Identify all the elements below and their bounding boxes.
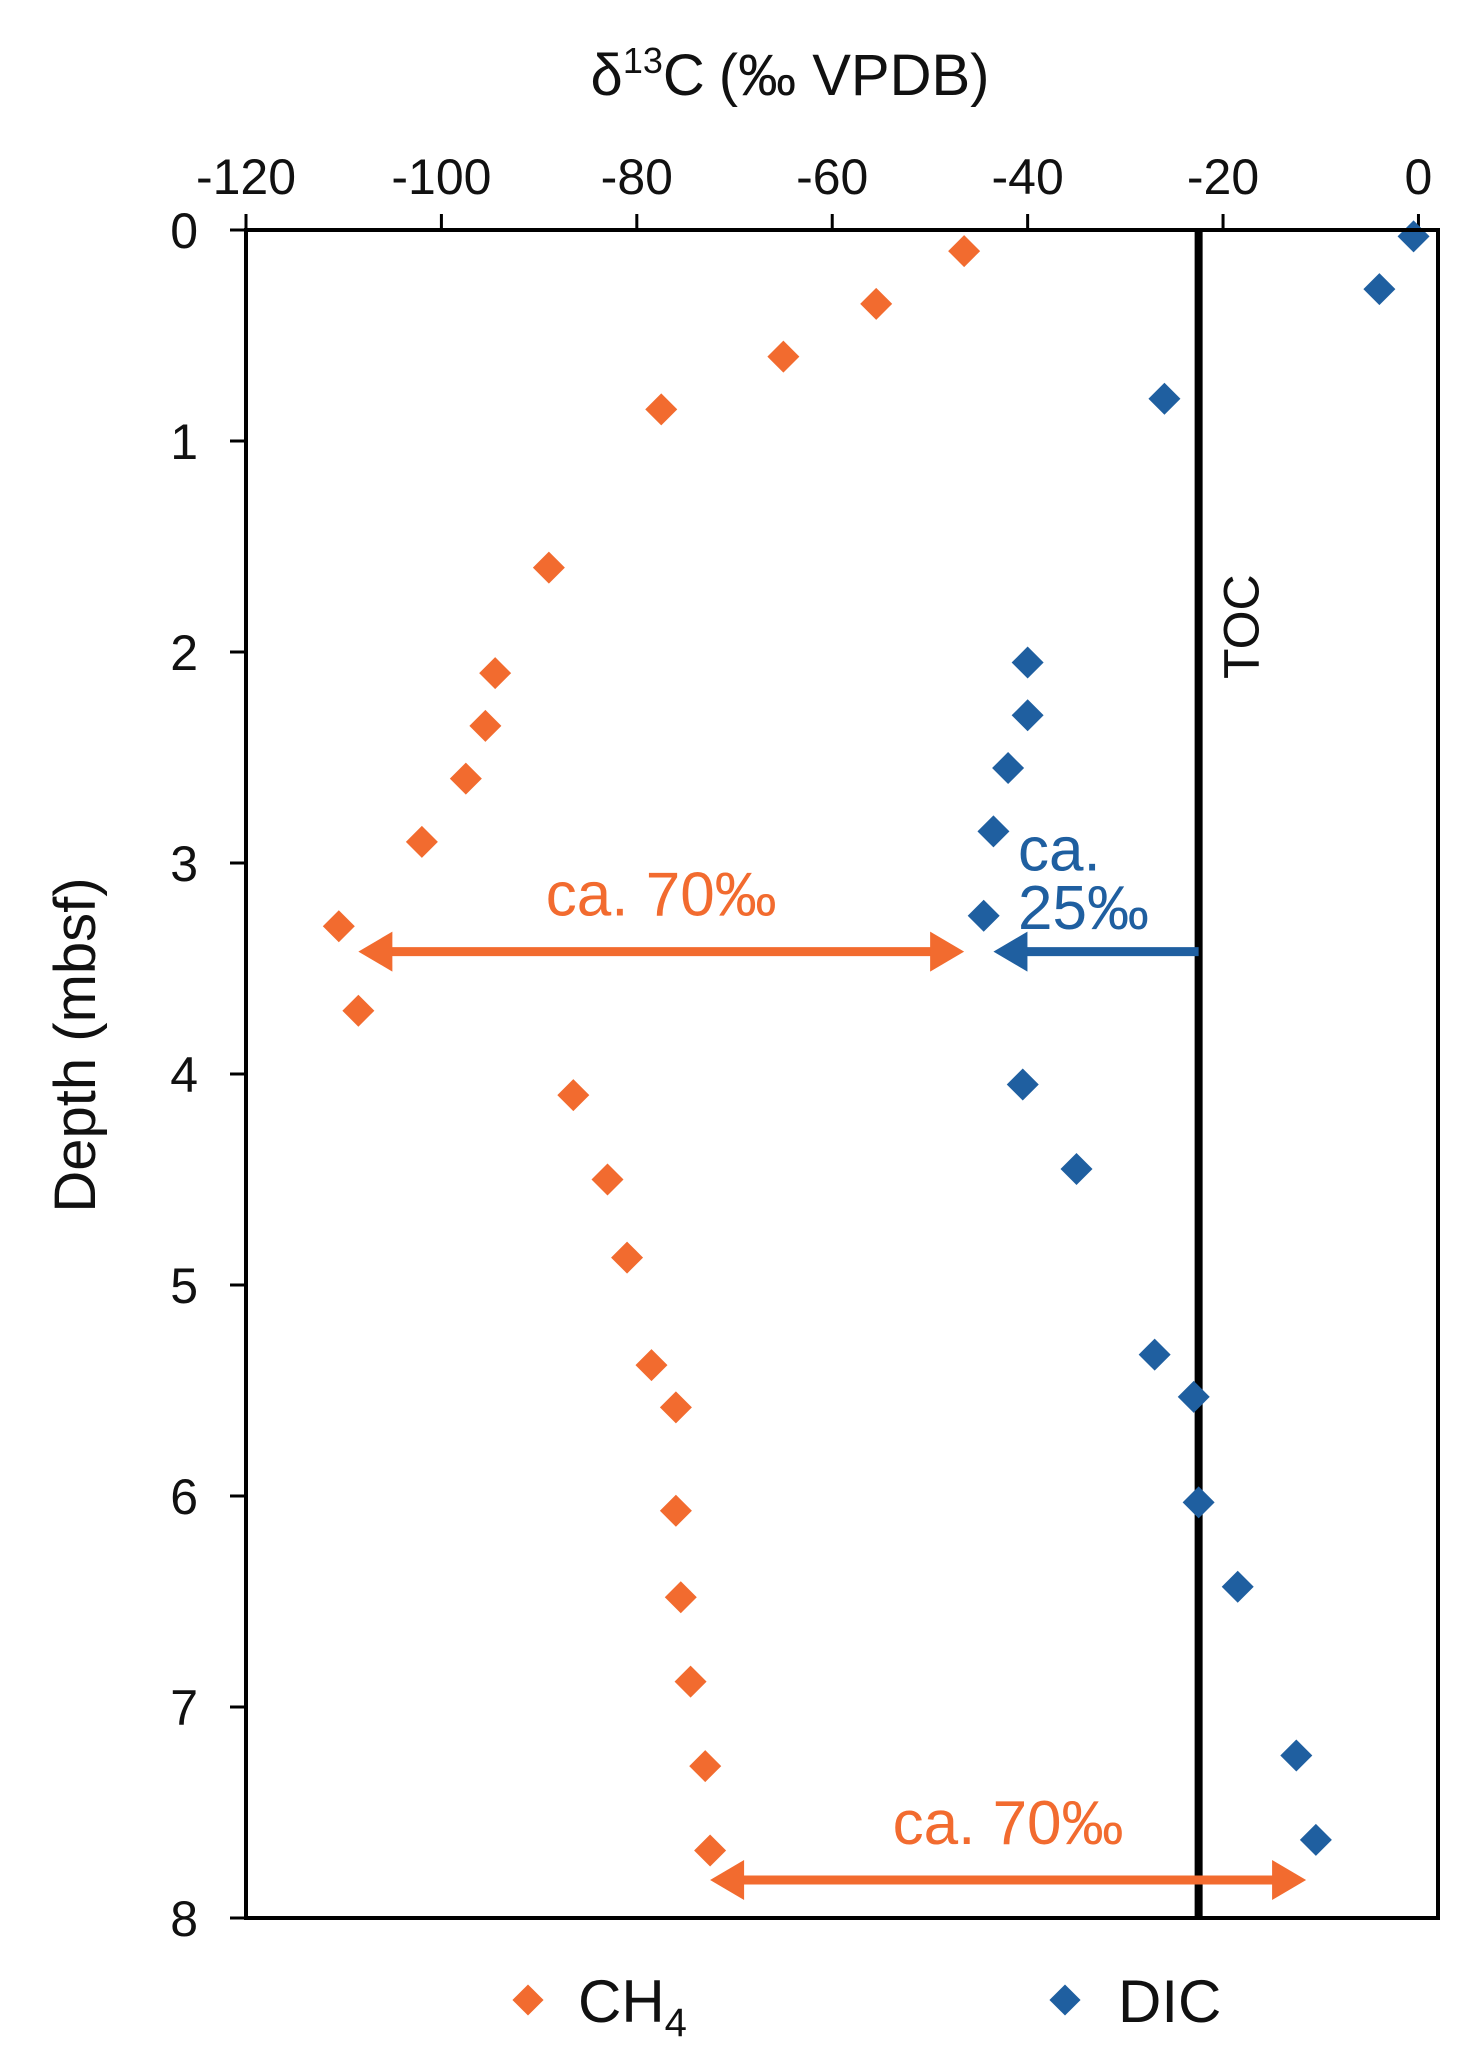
ch4-point [767,340,800,373]
legend-dic-marker [1049,1984,1081,2016]
ch4-lower-arrow-head-right [1272,1860,1307,1901]
ch4-lower-label: ca. 70‰ [893,1789,1124,1858]
legend-dic-label: DIC [1118,1968,1221,2035]
ch4-point [689,1750,722,1783]
annotations: ca. 70‰ ca.25‰ ca. 70‰ [358,815,1307,1901]
dic-point [1182,1486,1215,1519]
dic-point [1363,273,1396,306]
legend-ch4-main: CH [578,1968,665,2035]
ch4-point [645,393,678,426]
data-points [322,220,1430,1867]
dic-point [1060,1152,1093,1185]
x-tick-label: -80 [601,149,673,205]
ch4-point [322,910,355,943]
dic-point [1148,382,1181,415]
ch4-point [557,1079,590,1112]
ch4-upper-label: ca. 70‰ [546,861,777,930]
dic-point [977,815,1010,848]
toc-line-group: TOC [1194,230,1270,1918]
y-axis-ticks: 0 1 2 3 4 5 6 7 8 [170,203,246,1947]
dic-point [1299,1823,1332,1856]
ch4-point [591,1163,624,1196]
ch4-lower-arrow-head-left [710,1860,745,1901]
x-tick-label: -100 [391,149,491,205]
y-tick-label: 2 [170,625,198,681]
ch4-point [860,287,893,320]
ch4-point [694,1834,727,1867]
dic-point [1221,1570,1254,1603]
legend: CH4 DIC [512,1968,1221,2045]
ch4-point [405,825,438,858]
dic-point [1006,1068,1039,1101]
y-tick-label: 5 [170,1258,198,1314]
dic-point [1011,646,1044,679]
y-tick-label: 7 [170,1680,198,1736]
legend-ch4-label: CH4 [578,1968,687,2045]
x-tick-label: -20 [1187,149,1259,205]
dic-point [992,752,1025,785]
y-axis-title: Depth (mbsf) [43,877,108,1212]
ch4-point [659,1391,692,1424]
y-tick-label: 3 [170,836,198,892]
y-tick-label: 0 [170,203,198,259]
y-tick-label: 4 [170,1047,198,1103]
ch4-point [664,1581,697,1614]
legend-ch4-marker [512,1984,544,2016]
x-tick-label: -40 [992,149,1064,205]
x-axis-ticks: -120 -100 -80 -60 -40 -20 0 [196,149,1432,230]
x-axis-title-c: C [663,43,705,108]
x-tick-label: -60 [796,149,868,205]
dic-point [1177,1380,1210,1413]
ch4-point [342,994,375,1027]
ch4-point [479,657,512,690]
dic-point [1280,1739,1313,1772]
dic-point [1138,1338,1171,1371]
dic-toc-label-line1: ca. [1018,815,1101,884]
ch4-point [611,1241,644,1274]
plot-frame [244,228,1440,1920]
dic-toc-label-line2: 25‰ [1018,874,1149,943]
ch4-point [948,235,981,268]
ch4-point [532,551,565,584]
x-axis-title-delta: δ [591,43,623,108]
dic-point [1011,699,1044,732]
y-tick-label: 1 [170,414,198,470]
x-tick-label: -120 [196,149,296,205]
x-axis-title-unit: (‰ VPDB) [719,43,990,108]
legend-ch4-sub: 4 [665,2001,687,2045]
ch4-point [449,762,482,795]
ch4-point [469,709,502,742]
y-tick-label: 8 [170,1891,198,1947]
dic-point [1397,220,1430,253]
ch4-upper-arrow-head-left [358,931,393,972]
y-tick-label: 6 [170,1469,198,1525]
ch4-upper-arrow-head-right [930,931,965,972]
x-axis-title: δ13C (‰ VPDB) [591,40,990,108]
ch4-point [659,1494,692,1527]
ch4-point [674,1665,707,1698]
dic-point [967,899,1000,932]
dic-toc-arrow-head [993,931,1028,972]
x-tick-label: 0 [1405,149,1433,205]
ch4-point [635,1349,668,1382]
toc-label: TOC [1214,574,1270,679]
x-axis-title-sup: 13 [623,40,663,81]
